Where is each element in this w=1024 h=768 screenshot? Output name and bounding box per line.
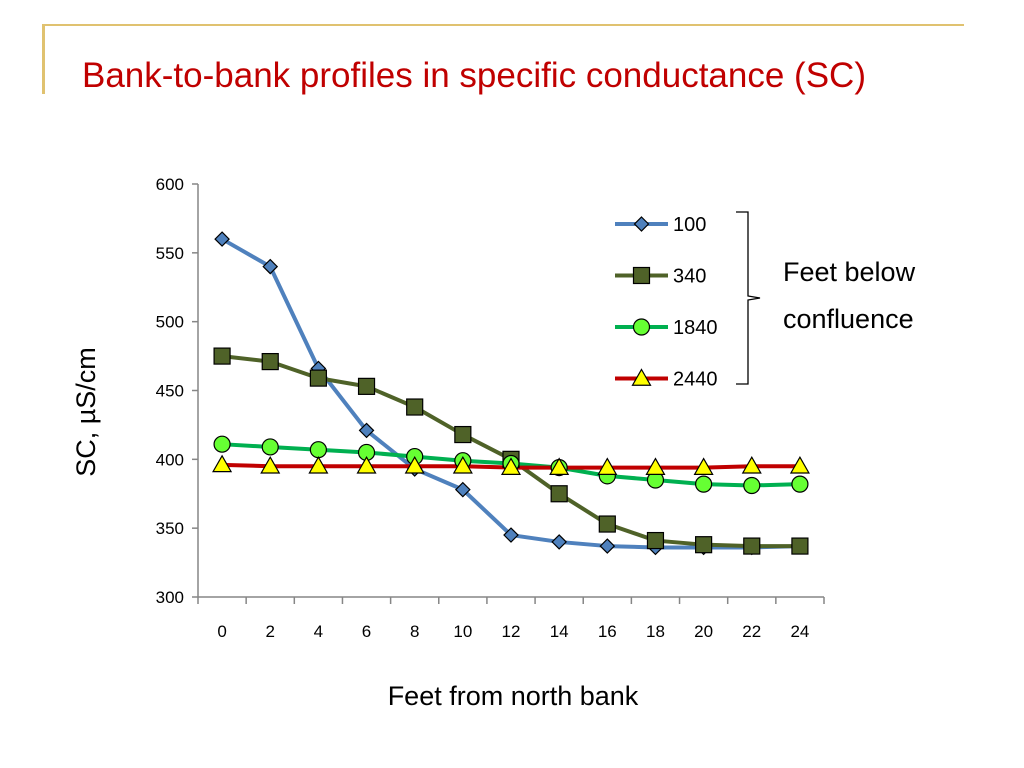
legend-brace [736, 211, 761, 385]
y-tick-label: 600 [156, 175, 184, 194]
data-point-2440 [693, 457, 714, 475]
data-point-2440 [452, 456, 473, 474]
y-axis-title: SC, µS/cm [71, 347, 101, 477]
series-line-100 [221, 237, 800, 550]
data-point-2440 [741, 456, 762, 474]
data-point-340 [213, 347, 231, 365]
data-point-2440 [260, 456, 281, 474]
x-tick-label: 6 [362, 622, 371, 641]
x-tick-label: 20 [694, 622, 713, 641]
legend-marker-100 [633, 216, 650, 232]
legend-group-label: Feet below confluence [783, 257, 916, 334]
x-tick-label: 4 [314, 622, 323, 641]
data-point-340 [646, 531, 665, 550]
data-point-100 [551, 534, 568, 550]
x-tick-label: 0 [217, 622, 226, 641]
series-markers [212, 231, 810, 556]
data-point-1840 [213, 435, 231, 453]
data-point-2440 [356, 456, 377, 474]
legend-marker-1840 [632, 318, 651, 336]
data-point-100 [262, 258, 279, 275]
x-tick-label: 10 [453, 622, 472, 641]
chart-legend: 100 340 1840 2440 Feet below confluence [615, 211, 916, 391]
data-point-2440 [549, 457, 570, 475]
title-accent-vertical [42, 24, 45, 94]
x-axis-title: Feet from north bank [388, 681, 639, 711]
data-point-1840 [261, 438, 279, 456]
data-point-2440 [212, 454, 233, 473]
x-tick-label: 2 [265, 622, 274, 641]
y-tick-label: 350 [156, 519, 184, 538]
legend-marker-340 [632, 266, 651, 285]
data-point-1840 [743, 476, 761, 495]
y-tick-label: 400 [156, 450, 184, 469]
data-point-2440 [645, 457, 666, 475]
x-tick-label: 8 [410, 622, 419, 641]
title-accent-horizontal [42, 24, 964, 26]
legend-marker-2440 [631, 368, 652, 386]
slide-title: Bank-to-bank profiles in specific conduc… [82, 56, 866, 95]
data-point-340 [550, 485, 568, 503]
data-point-2440 [597, 457, 618, 475]
legend-label-1840: 1840 [673, 317, 718, 339]
y-tick-label: 550 [156, 244, 184, 263]
data-point-100 [599, 538, 616, 554]
data-point-340 [357, 377, 376, 395]
data-point-100 [503, 527, 519, 543]
data-point-100 [214, 231, 230, 247]
data-point-340 [743, 537, 761, 555]
data-point-2440 [404, 456, 425, 474]
data-point-340 [695, 536, 713, 554]
data-point-340 [791, 537, 809, 555]
legend-label-100: 100 [673, 214, 706, 236]
data-point-340 [261, 352, 279, 371]
data-point-2440 [308, 456, 329, 474]
data-point-100 [454, 481, 471, 498]
y-tick-label: 300 [156, 588, 184, 607]
y-tick-label: 450 [156, 382, 184, 401]
data-point-1840 [695, 475, 713, 493]
x-tick-label: 24 [790, 622, 809, 641]
x-tick-label: 16 [598, 622, 617, 641]
x-tick-label: 14 [550, 622, 569, 641]
legend-label-340: 340 [673, 266, 706, 288]
data-point-2440 [500, 457, 522, 475]
data-point-1840 [309, 441, 327, 459]
legend-label-2440: 2440 [673, 369, 718, 391]
data-point-340 [406, 398, 424, 416]
data-point-340 [598, 515, 616, 533]
data-point-340 [454, 425, 472, 444]
data-point-100 [358, 422, 375, 439]
x-tick-label: 12 [502, 622, 521, 641]
data-point-2440 [789, 456, 810, 474]
x-tick-label: 18 [646, 622, 665, 641]
series-lines [221, 237, 800, 550]
x-tick-label: 22 [742, 622, 761, 641]
y-tick-label: 500 [156, 313, 184, 332]
data-point-1840 [791, 475, 809, 493]
data-point-340 [309, 369, 327, 387]
